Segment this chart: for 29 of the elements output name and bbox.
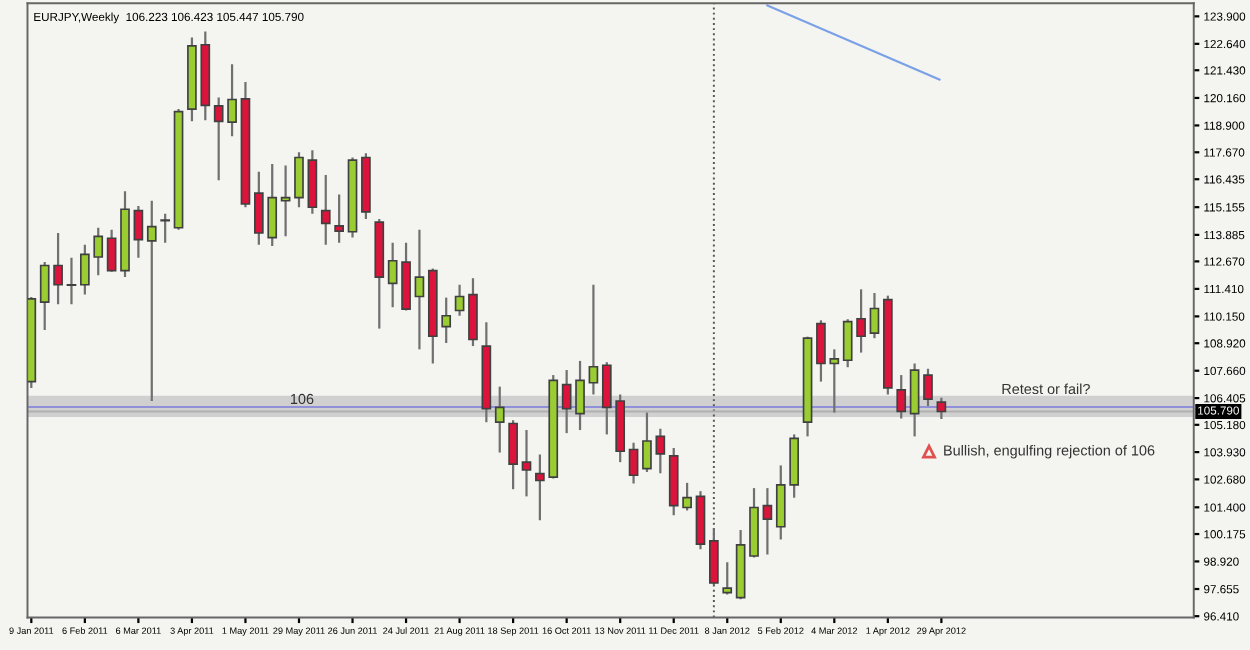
candlestick bbox=[294, 151, 304, 209]
candlestick bbox=[146, 199, 157, 403]
candlestick bbox=[869, 291, 880, 340]
candlestick bbox=[133, 204, 144, 259]
candlestick bbox=[762, 486, 773, 556]
candlestick bbox=[334, 193, 344, 244]
candlestick bbox=[709, 527, 719, 587]
candlestick bbox=[106, 228, 117, 273]
candlestick bbox=[561, 368, 572, 435]
candlestick bbox=[521, 428, 532, 498]
candlestick bbox=[722, 561, 733, 596]
candlestick bbox=[923, 367, 933, 408]
candlestick bbox=[909, 362, 920, 438]
candlestick bbox=[936, 396, 947, 421]
candlestick bbox=[508, 419, 518, 491]
candlestick bbox=[160, 212, 171, 244]
candlestick bbox=[695, 490, 706, 551]
candlestick bbox=[588, 283, 599, 396]
candlestick bbox=[628, 441, 639, 485]
candlestick bbox=[280, 164, 291, 238]
candlestick bbox=[494, 385, 505, 454]
candlestick bbox=[307, 149, 318, 215]
candlestick bbox=[414, 228, 425, 351]
candlestick bbox=[320, 173, 331, 246]
candlestick bbox=[896, 373, 907, 420]
candlestick bbox=[575, 359, 585, 432]
candlestick bbox=[454, 283, 465, 317]
candlestick bbox=[66, 256, 77, 306]
candlestick bbox=[468, 277, 478, 348]
